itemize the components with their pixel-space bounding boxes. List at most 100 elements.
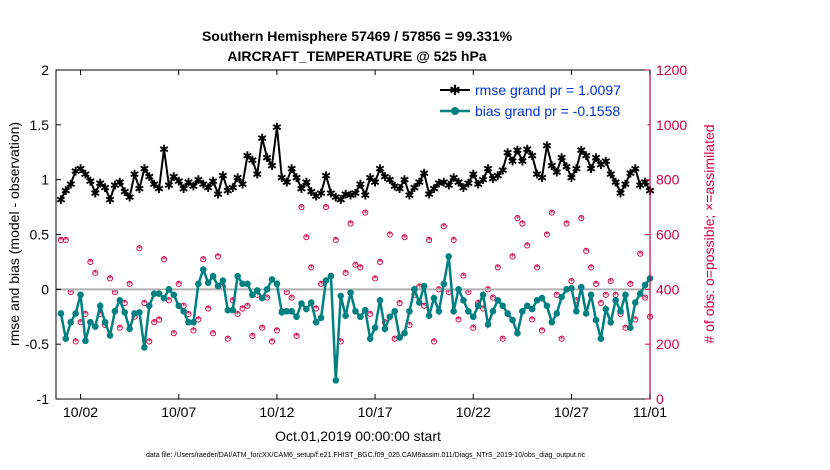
right-y-axis: 0 200 400 600 800 1000 1200 [645,62,687,407]
bias-point [317,314,325,322]
obs-possible-point [396,299,403,307]
rmse-point: ✱ [296,182,306,196]
rmse-point: ✱ [80,168,90,182]
obs-possible-point [347,220,354,227]
bias-point [641,281,649,289]
bias-point [396,334,403,341]
bias-point [622,291,629,299]
bias-point [209,272,217,280]
rmse-point: ✱ [125,191,135,205]
right-y-tick-label: 0 [656,391,664,407]
obs-possible-point [440,223,447,230]
rmse-point: ✱ [355,178,365,192]
bias-point [106,332,114,339]
rmse-point: ✱ [223,184,233,198]
obs-possible-point [637,250,644,257]
bias-point [376,297,384,304]
obs-assimilated-point: * [245,302,250,312]
right-y-tick-label: 1000 [656,117,687,133]
obs-possible-point [268,338,276,345]
obs-possible-point [293,332,300,339]
bias-point [199,266,207,273]
obs-assimilated-point: * [358,264,363,274]
bias-point [371,324,379,332]
obs-assimilated-point: * [314,305,319,315]
obs-assimilated-point: * [299,203,304,213]
obs-possible-point [592,280,600,287]
obs-assimilated-point: * [564,220,569,230]
legend-box [433,78,648,126]
obs-possible-point [160,256,168,263]
rmse-point: ✱ [306,185,316,199]
obs-assimilated-point: * [324,203,329,213]
obs-assimilated-point: * [402,233,407,243]
rmse-point: ✱ [238,178,248,192]
rmse-point: ✱ [365,171,375,185]
obs-possible-point [126,280,133,287]
bias-point [494,297,502,304]
bias-point [587,291,595,299]
obs-assimilated-point: * [64,236,69,246]
bias-point [77,291,84,299]
obs-assimilated-point: * [172,329,177,339]
bias-point [450,307,457,315]
bias-point [577,283,585,291]
rmse-point: ✱ [419,167,429,181]
obs-possible-point [372,275,379,282]
bias-point [204,279,212,287]
bias-point [258,294,266,302]
rmse-point: ✱ [321,169,331,183]
obs-assimilated-point: * [275,327,280,337]
bias-point [361,306,369,314]
bias-point [283,307,291,315]
legend-rmse-label: rmse grand pr = 1.0097 [475,82,621,98]
obs-possible-point [499,335,506,342]
bias-point [528,305,536,313]
obs-assimilated-point: * [461,272,466,282]
left-y-tick-label: 1.5 [30,117,50,133]
x-tick-label: 10/12 [259,404,294,420]
bias-point [543,302,551,310]
bias-point [592,316,600,324]
obs-possible-point [450,236,457,244]
obs-possible-point [273,327,280,334]
bias-point [165,286,173,293]
obs-assimilated-point: * [142,299,147,309]
rmse-point: ✱ [444,179,454,193]
obs-assimilated-point: * [294,332,299,342]
rmse-point: ✱ [198,178,208,192]
bias-point [430,294,438,302]
rmse-point: ✱ [512,144,522,158]
rmse-point: ✱ [56,193,66,207]
bias-point [465,307,472,315]
bias-point [523,302,531,310]
legend: ✱ rmse grand pr = 1.0097 bias grand pr =… [433,78,648,126]
obs-assimilated-point: * [417,283,422,293]
rmse-point: ✱ [468,168,478,182]
rmse-point: ✱ [429,182,439,196]
obs-assimilated-point: * [181,302,186,312]
obs-possible-point [234,310,241,318]
obs-assimilated-point: * [147,338,152,348]
rmse-point: ✱ [463,176,473,190]
bias-point [332,377,340,384]
rmse-point: ✱ [566,171,576,185]
bias-point [224,306,232,314]
rmse-point: ✱ [522,142,532,156]
rmse-point: ✱ [390,180,400,194]
obs-assimilated-point: * [608,277,613,287]
obs-assimilated-point: * [216,253,221,263]
rmse-point: ✱ [71,164,81,178]
bias-point [563,286,570,293]
bias-point [121,309,129,316]
obs-assimilated-point: * [604,291,609,301]
rmse-point: ✱ [95,176,105,190]
bias-point [312,318,320,326]
rmse-point: ✱ [620,178,630,192]
right-y-tick-label: 600 [656,227,680,243]
bias-point [101,318,109,326]
obs-assimilated-point: * [191,327,196,337]
obs-assimilated-point: * [451,236,456,246]
bias-point [288,307,295,315]
bias-point [445,253,453,260]
